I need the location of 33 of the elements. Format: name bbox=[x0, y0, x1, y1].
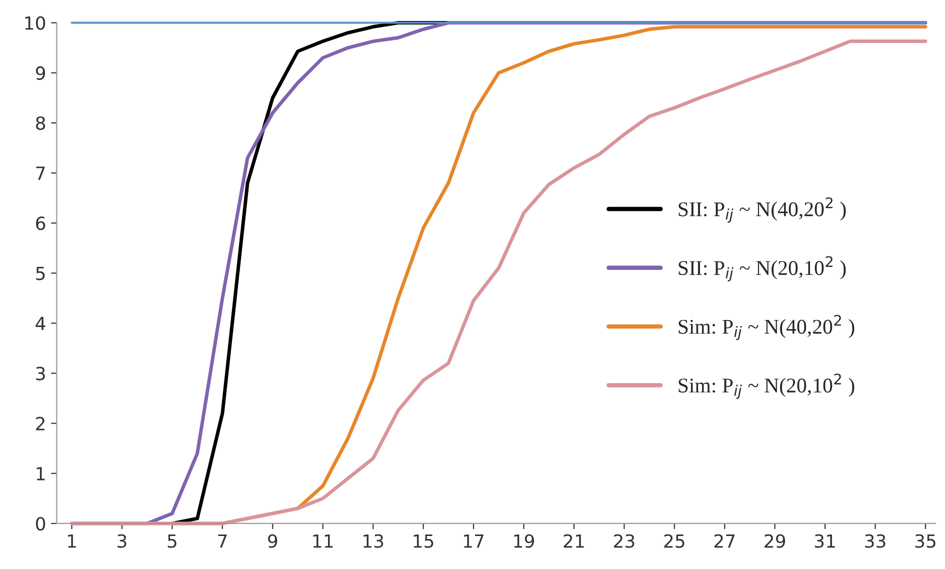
y-tick-label: 10 bbox=[25, 16, 46, 30]
x-tick-label: 33 bbox=[865, 534, 886, 548]
y-tick-label: 2 bbox=[36, 416, 44, 430]
x-tick-label: 19 bbox=[514, 534, 534, 548]
x-tick-label: 29 bbox=[764, 534, 786, 548]
x-tick-label: 31 bbox=[814, 534, 835, 548]
x-tick-label: 9 bbox=[268, 534, 278, 548]
y-tick-label: 5 bbox=[36, 266, 45, 280]
y-tick-label: 9 bbox=[36, 66, 46, 80]
y-tick-label: 1 bbox=[36, 467, 45, 480]
x-tick-label: 11 bbox=[313, 534, 333, 548]
y-tick-label: 0 bbox=[36, 516, 46, 531]
y-tick-label: 3 bbox=[36, 366, 45, 380]
x-tick-label: 21 bbox=[564, 534, 584, 548]
legend-label: Sim: P$_{ij}$ ~ N(40,20$^{2}$ ) bbox=[678, 314, 854, 340]
x-tick-label: 5 bbox=[168, 534, 176, 548]
legend-label: SII: P$_{ij}$ ~ N(40,20$^{2}$ ) bbox=[678, 197, 846, 223]
x-tick-label: 7 bbox=[218, 534, 227, 548]
x-tick-label: 35 bbox=[915, 534, 936, 548]
y-tick-label: 7 bbox=[36, 166, 45, 180]
x-tick-label: 1 bbox=[68, 534, 76, 548]
x-tick-label: 23 bbox=[614, 534, 634, 548]
x-tick-label: 15 bbox=[414, 534, 434, 548]
legend-label: SII: P$_{ij}$ ~ N(20,10$^{2}$ ) bbox=[678, 256, 846, 282]
x-tick-label: 27 bbox=[714, 534, 735, 548]
y-tick-label: 6 bbox=[36, 216, 46, 230]
legend-label: Sim: P$_{ij}$ ~ N(20,10$^{2}$ ) bbox=[678, 374, 854, 399]
x-tick-label: 3 bbox=[118, 534, 126, 548]
x-tick-label: 17 bbox=[464, 534, 484, 548]
x-tick-label: 25 bbox=[664, 534, 684, 548]
y-tick-label: 4 bbox=[36, 316, 46, 330]
y-tick-label: 8 bbox=[36, 116, 46, 130]
x-tick-label: 13 bbox=[364, 534, 384, 548]
